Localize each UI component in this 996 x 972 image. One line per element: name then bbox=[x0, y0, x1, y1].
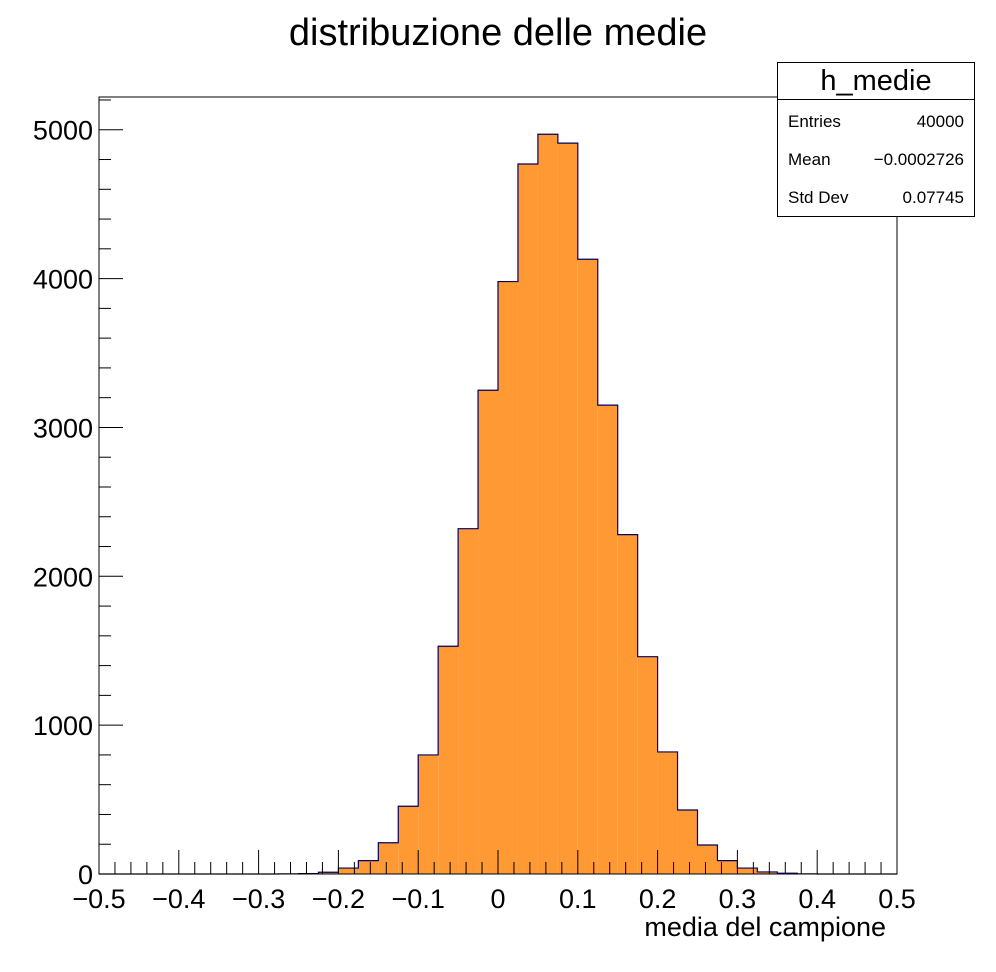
histogram-bar bbox=[418, 754, 439, 874]
stats-row-mean: Mean −0.0002726 bbox=[778, 138, 974, 176]
y-tick-label: 3000 bbox=[33, 413, 93, 443]
histogram-bar bbox=[657, 751, 678, 874]
x-tick-label: 0.1 bbox=[559, 884, 597, 914]
x-tick-label: −0.2 bbox=[312, 884, 365, 914]
histogram-bar bbox=[557, 143, 578, 874]
x-tick-label: 0.2 bbox=[639, 884, 677, 914]
x-axis-label: media del campione bbox=[644, 912, 886, 942]
histogram-bar bbox=[617, 534, 638, 874]
x-tick-label: 0 bbox=[490, 884, 505, 914]
histogram-bar bbox=[677, 809, 698, 874]
histogram-bar bbox=[577, 259, 598, 874]
x-tick-label: 0.5 bbox=[878, 884, 916, 914]
x-tick-label: −0.5 bbox=[72, 884, 125, 914]
stats-stddev-value: 0.07745 bbox=[902, 188, 964, 207]
histogram-bar bbox=[458, 528, 479, 874]
y-tick-label: 2000 bbox=[33, 562, 93, 592]
y-tick-label: 4000 bbox=[33, 265, 93, 295]
histogram-bar bbox=[438, 646, 459, 874]
y-tick-label: 1000 bbox=[33, 711, 93, 741]
x-tick-label: 0.3 bbox=[719, 884, 757, 914]
histogram-bar bbox=[358, 860, 379, 874]
stats-entries-value: 40000 bbox=[916, 112, 964, 131]
stats-box: h_medie Entries 40000 Mean −0.0002726 St… bbox=[777, 62, 975, 217]
stats-mean-label: Mean bbox=[788, 150, 831, 169]
histogram-bar bbox=[378, 842, 399, 874]
x-tick-label: −0.4 bbox=[152, 884, 205, 914]
histogram-bar bbox=[717, 860, 738, 874]
histogram-bar bbox=[498, 281, 518, 874]
stats-row-stddev: Std Dev 0.07745 bbox=[778, 176, 974, 214]
stats-stddev-label: Std Dev bbox=[788, 188, 849, 207]
histogram-bar bbox=[697, 844, 718, 874]
x-tick-label: −0.1 bbox=[392, 884, 445, 914]
y-tick-label: 5000 bbox=[33, 116, 93, 146]
stats-mean-value: −0.0002726 bbox=[873, 150, 964, 169]
histogram-bar bbox=[597, 405, 618, 874]
histogram-bar bbox=[637, 656, 658, 874]
stats-entries-label: Entries bbox=[788, 112, 841, 131]
y-tick-label: 0 bbox=[78, 860, 93, 890]
stats-histogram-name: h_medie bbox=[778, 63, 974, 100]
histogram-bar bbox=[398, 806, 419, 874]
histogram-bar bbox=[478, 390, 498, 874]
x-tick-label: −0.3 bbox=[232, 884, 285, 914]
histogram-bar bbox=[757, 871, 778, 874]
histogram-bar bbox=[537, 134, 558, 874]
chart-title: distribuzione delle medie bbox=[288, 12, 708, 54]
x-tick-label: 0.4 bbox=[798, 884, 836, 914]
histogram-bar bbox=[338, 868, 359, 874]
stats-row-entries: Entries 40000 bbox=[778, 100, 974, 138]
histogram-bar bbox=[737, 868, 758, 874]
histogram-bar bbox=[517, 163, 538, 874]
histogram-bar bbox=[318, 872, 339, 874]
